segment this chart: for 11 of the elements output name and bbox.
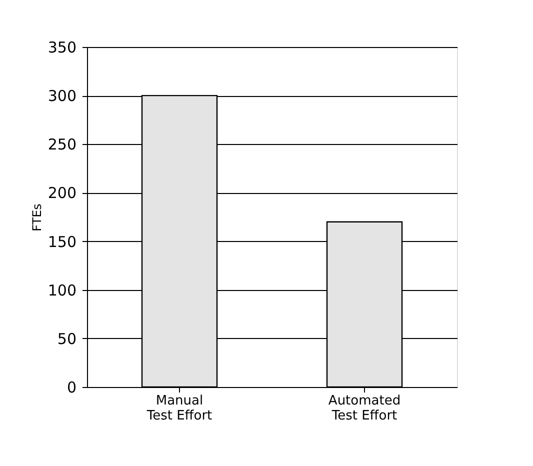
y-tick-label: 100 — [48, 281, 76, 300]
y-tick-label: 200 — [48, 184, 76, 202]
y-axis-title: FTEs — [30, 204, 44, 232]
y-tick-label: 0 — [66, 378, 76, 396]
y-tick-label: 250 — [48, 136, 76, 154]
x-tick-label: Manual Test Effort — [146, 394, 212, 424]
y-tick-label: 300 — [48, 87, 76, 106]
x-tick-label: Automated Test Effort — [328, 394, 401, 424]
y-tick-label: 350 — [48, 38, 76, 56]
y-tick-label: 50 — [57, 330, 76, 348]
y-tick-label: 150 — [48, 232, 76, 251]
